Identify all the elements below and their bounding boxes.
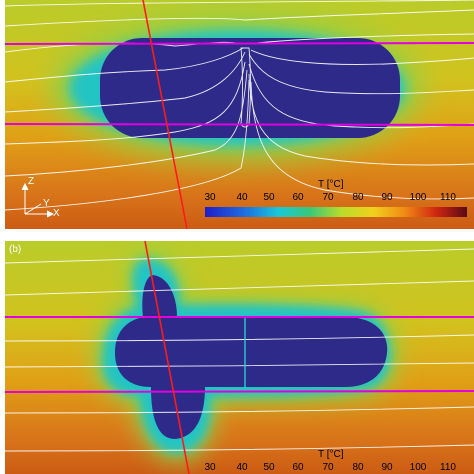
colorbar-tick-a: 30 bbox=[204, 192, 216, 203]
colorbar-tick-a: 60 bbox=[292, 192, 304, 203]
colorbar-tick-b: 60 bbox=[292, 462, 304, 473]
colorbar-tick-a: 70 bbox=[322, 192, 334, 203]
colorbar-tick-a: 80 bbox=[352, 192, 364, 203]
axis-label-x: X bbox=[53, 208, 60, 219]
horizon-bottom-b bbox=[5, 390, 474, 393]
colorbar-tick-b: 40 bbox=[236, 462, 248, 473]
well-trajectory-b bbox=[144, 241, 190, 474]
colorbar-tick-a: 100 bbox=[409, 192, 427, 203]
colorbar-tick-a: 110 bbox=[440, 192, 456, 203]
colorbar-tick-b: 110 bbox=[440, 462, 456, 473]
isotherm-lines-b bbox=[5, 248, 474, 452]
axis-triad-a bbox=[21, 182, 55, 218]
colorbar-tick-a: 90 bbox=[381, 192, 393, 203]
cold-plume-b bbox=[115, 275, 388, 439]
colorbar-tick-b: 100 bbox=[409, 462, 427, 473]
horizon-top-a bbox=[5, 42, 474, 45]
colorbar-tick-b: 80 bbox=[352, 462, 364, 473]
colorbar-tick-b: 70 bbox=[322, 462, 334, 473]
colorbar-tick-a: 50 bbox=[263, 192, 275, 203]
well-trajectory-a bbox=[142, 0, 188, 229]
axis-label-y: Y bbox=[43, 198, 50, 209]
colorbar-title-b: T [°C] bbox=[318, 449, 344, 460]
temperature-field-a bbox=[5, 0, 474, 229]
panel-label-b: (b) bbox=[9, 244, 22, 255]
colorbar-title-a: T [°C] bbox=[318, 179, 344, 190]
colorbar-tick-b: 50 bbox=[263, 462, 275, 473]
horizon-bottom-a bbox=[5, 123, 474, 126]
temperature-panel-b: (b) T [°C] 30 40 50 60 70 80 90 100 110 bbox=[5, 241, 474, 474]
colorbar-tick-b: 90 bbox=[381, 462, 393, 473]
temperature-field-b bbox=[5, 241, 474, 474]
axis-label-z: Z bbox=[28, 176, 35, 187]
temperature-panel-a: T [°C] 30 40 50 60 70 80 90 100 110 Z Y … bbox=[5, 0, 474, 229]
colorbar-tick-a: 40 bbox=[236, 192, 248, 203]
colorbar-a bbox=[205, 207, 467, 217]
colorbar-tick-b: 30 bbox=[204, 462, 216, 473]
